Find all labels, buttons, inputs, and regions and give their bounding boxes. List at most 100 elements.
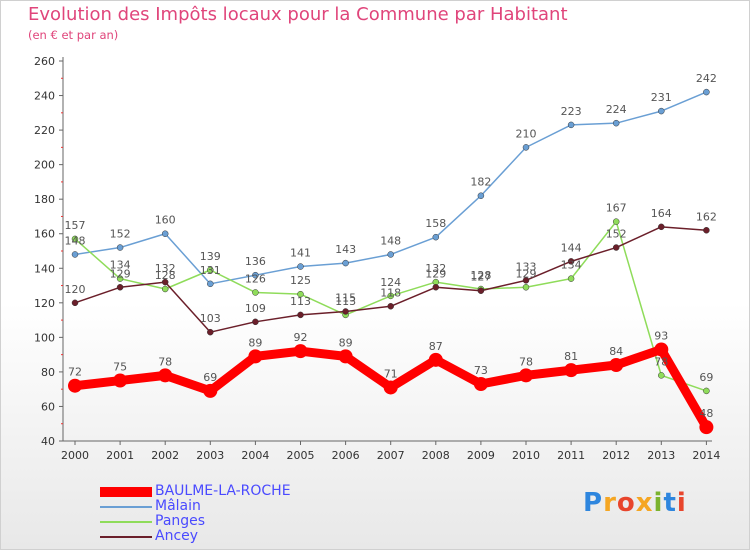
series-point <box>161 278 169 286</box>
data-label: 113 <box>335 295 356 308</box>
y-tick-label: 140 <box>34 262 55 275</box>
y-tick-label: 120 <box>34 297 55 310</box>
data-label: 125 <box>290 274 311 287</box>
series-point <box>567 121 575 129</box>
legend-label: Panges <box>155 513 206 529</box>
series-point <box>297 290 304 298</box>
data-label: 139 <box>200 250 221 263</box>
data-label: 118 <box>380 286 401 299</box>
x-tick-label: 2009 <box>467 449 495 462</box>
series-point <box>703 387 710 395</box>
series-point <box>699 420 714 435</box>
data-label: 69 <box>699 371 713 384</box>
legend-swatch <box>100 506 152 508</box>
data-label: 160 <box>155 214 176 227</box>
legend-swatch <box>100 536 152 538</box>
data-label: 132 <box>155 262 176 275</box>
series-point <box>567 258 575 265</box>
series-point <box>116 284 124 291</box>
data-label: 152 <box>110 228 131 241</box>
data-label: 223 <box>561 105 582 118</box>
data-label: 89 <box>248 336 262 349</box>
data-label: 242 <box>696 72 717 85</box>
data-label: 152 <box>606 228 627 241</box>
series-point <box>342 308 349 315</box>
data-label: 136 <box>245 255 266 268</box>
series-point <box>71 235 79 243</box>
series-point <box>522 284 530 291</box>
series-point <box>252 318 259 326</box>
data-label: 48 <box>699 407 713 420</box>
x-tick-label: 2002 <box>151 449 179 462</box>
legend-label: Mâlain <box>155 498 201 514</box>
legend-swatch <box>100 487 152 497</box>
logo-letter: t <box>663 488 677 518</box>
series-point <box>161 230 169 237</box>
data-label: 129 <box>110 267 131 280</box>
x-tick-label: 2005 <box>287 449 315 462</box>
data-label: 131 <box>200 264 221 277</box>
series-point <box>387 251 394 258</box>
data-label: 134 <box>561 259 582 272</box>
chart-subtitle: (en € et par an) <box>28 28 119 42</box>
y-tick-label: 80 <box>41 366 55 379</box>
series-point <box>383 380 398 395</box>
data-label: 164 <box>651 207 672 220</box>
series-point <box>248 349 263 364</box>
series-point <box>161 285 169 293</box>
data-label: 133 <box>516 260 537 273</box>
data-label: 126 <box>245 272 266 285</box>
data-label: 87 <box>429 340 443 353</box>
y-tick-label: 40 <box>41 435 55 448</box>
y-tick-label: 240 <box>34 90 55 103</box>
series-point <box>567 275 575 282</box>
series-point <box>564 363 579 378</box>
data-label: 224 <box>606 103 627 116</box>
logo-letter: r <box>603 488 617 518</box>
logo-letter: P <box>583 488 604 518</box>
series-point <box>477 287 485 294</box>
series-point <box>703 88 710 96</box>
series-point <box>428 352 443 367</box>
logo-letter: x <box>635 488 654 518</box>
series-point <box>522 144 530 151</box>
series-point <box>338 349 353 364</box>
legend-label: Ancey <box>155 528 199 544</box>
data-label: 78 <box>654 355 668 368</box>
data-label: 157 <box>65 219 86 232</box>
data-label: 129 <box>425 267 446 280</box>
data-label: 75 <box>113 361 127 374</box>
data-label: 120 <box>65 283 86 296</box>
data-label: 182 <box>470 176 491 189</box>
series-point <box>297 311 304 319</box>
x-tick-label: 2013 <box>647 449 675 462</box>
series-point <box>203 383 218 398</box>
series-point <box>297 263 304 270</box>
data-label: 162 <box>696 210 717 223</box>
series-point <box>71 251 79 258</box>
y-tick-label: 100 <box>34 331 55 344</box>
y-tick-label: 200 <box>34 159 55 172</box>
series-point <box>68 378 82 393</box>
data-label: 167 <box>606 202 627 215</box>
data-label: 141 <box>290 247 311 260</box>
data-label: 231 <box>651 91 672 104</box>
series-point <box>293 344 308 359</box>
data-label: 115 <box>335 291 356 304</box>
x-tick-label: 2012 <box>602 449 630 462</box>
data-label: 78 <box>158 355 172 368</box>
series-point <box>113 373 128 388</box>
series-point <box>703 227 710 234</box>
data-label: 93 <box>654 329 668 342</box>
data-label: 210 <box>516 127 537 140</box>
data-label: 73 <box>474 364 488 377</box>
x-tick-label: 2004 <box>241 449 269 462</box>
series-point <box>387 292 394 300</box>
data-label: 129 <box>516 267 537 280</box>
logo-letter: o <box>616 488 636 518</box>
series-point <box>522 277 530 284</box>
series-point <box>342 259 349 267</box>
x-tick-label: 2011 <box>557 449 585 462</box>
logo-letter: i <box>653 488 664 518</box>
